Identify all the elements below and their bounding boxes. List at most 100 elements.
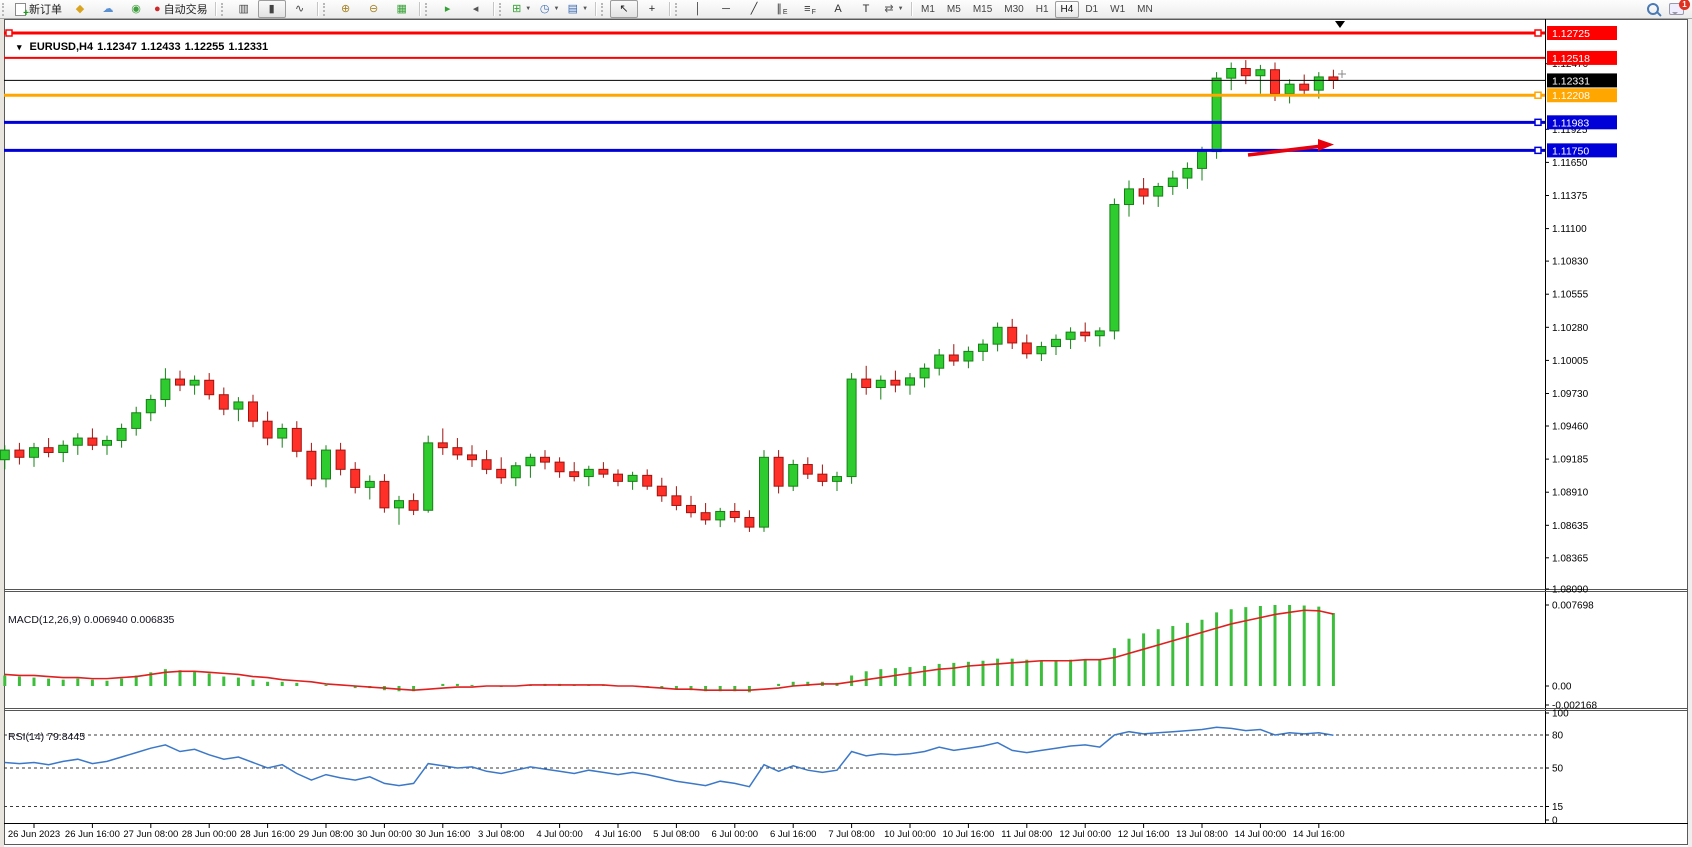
- timeframe-m30[interactable]: M30: [1004, 3, 1024, 15]
- community-button[interactable]: ☁: [94, 0, 122, 18]
- timeframe-d1[interactable]: D1: [1085, 3, 1099, 15]
- crosshair-button[interactable]: +: [638, 0, 666, 18]
- zoom-in-button[interactable]: ⊕: [332, 0, 360, 18]
- candle-down: [729, 510, 740, 518]
- candle-down: [656, 485, 667, 497]
- timeframe-m5[interactable]: M5: [946, 3, 961, 15]
- candle-down: [1270, 69, 1280, 95]
- signals-button[interactable]: ◉: [122, 0, 150, 18]
- price-badge-1.11750: [1547, 143, 1617, 158]
- line-handle[interactable]: [1534, 29, 1542, 37]
- new-order-button[interactable]: 新订单: [11, 0, 66, 19]
- metaeditor-button[interactable]: ◆: [66, 0, 94, 18]
- vertical-line-button[interactable]: │: [684, 0, 712, 18]
- timeframe-h1[interactable]: H1: [1035, 3, 1049, 15]
- macd-indicator-label: MACD(12,26,9) 0.006940 0.006835: [8, 614, 174, 626]
- text-button[interactable]: A: [824, 0, 852, 18]
- timeframe-m1[interactable]: M1: [921, 3, 935, 15]
- trendline-button[interactable]: ╱: [740, 0, 768, 18]
- zoom-out-button[interactable]: ⊖: [360, 0, 388, 18]
- candle-up: [832, 476, 842, 482]
- arrows-button[interactable]: ⇄ ▼: [880, 0, 908, 18]
- candle-up: [1109, 204, 1120, 332]
- trendline-icon: ╱: [750, 3, 758, 15]
- time-label: 5 Jul 08:00: [653, 829, 699, 840]
- fibonacci-button[interactable]: ≡ F: [796, 0, 824, 18]
- timeframe-w1[interactable]: W1: [1110, 3, 1126, 15]
- chart-window[interactable]: 1.124701.119251.116501.113751.111001.108…: [0, 18, 1692, 847]
- toolbar-grip: [424, 2, 431, 16]
- price-chart-svg[interactable]: 1.124701.119251.116501.113751.111001.108…: [0, 18, 1692, 847]
- window-right-edge: [1688, 18, 1692, 847]
- trend-arrow-head: [1318, 139, 1334, 151]
- macd-value: 0.006940: [83, 614, 128, 626]
- toolbar-separator: [669, 2, 671, 16]
- timeframe-m15[interactable]: M15: [972, 3, 993, 15]
- autotrading-button[interactable]: ● 自动交易: [150, 0, 212, 18]
- line-chart-icon: ∿: [295, 3, 305, 15]
- candle-down: [291, 427, 302, 452]
- timeframe-mn[interactable]: MN: [1137, 3, 1153, 15]
- chevron-down-icon[interactable]: ▼: [582, 6, 589, 12]
- templates-button[interactable]: ▤ ▼: [564, 0, 592, 18]
- periods-button[interactable]: ◷ ▼: [536, 0, 564, 18]
- candle-up: [978, 343, 988, 352]
- chevron-down-icon[interactable]: ▼: [525, 6, 532, 12]
- candle-up: [423, 442, 434, 511]
- line-chart-button[interactable]: ∿: [286, 0, 314, 18]
- chart-symbol-period: EURUSD,H4: [29, 41, 94, 53]
- price-tick: 1.08635: [1552, 521, 1589, 532]
- chevron-down-icon[interactable]: ▼: [897, 6, 904, 12]
- candle-up: [992, 326, 1003, 345]
- candle-up: [72, 437, 83, 446]
- autoscroll-button[interactable]: ▸: [434, 0, 462, 18]
- line-handle[interactable]: [1534, 118, 1542, 127]
- candle-down: [1328, 76, 1339, 81]
- price-badge-1.12331: [1547, 73, 1617, 88]
- candle-up: [788, 464, 799, 487]
- ohlc-open: 1.12347: [97, 41, 137, 53]
- candle-up: [1094, 330, 1105, 337]
- candlestick-chart-button[interactable]: ▮: [257, 0, 286, 18]
- line-handle[interactable]: [1534, 91, 1542, 99]
- candle-down: [350, 468, 361, 488]
- trend-arrow-annotation[interactable]: [1247, 144, 1323, 157]
- price-badge-1.11983: [1547, 115, 1617, 130]
- chart-shift-button[interactable]: ◂: [462, 0, 490, 18]
- candle-down: [379, 480, 390, 509]
- timeframe-h4[interactable]: H4: [1054, 0, 1080, 18]
- line-handle[interactable]: [1534, 146, 1542, 155]
- candle-down: [1080, 331, 1091, 337]
- toolbar-grip: [675, 2, 681, 16]
- search-icon[interactable]: [1647, 3, 1659, 15]
- cursor-icon: ↖: [619, 3, 629, 15]
- price-tick: 1.10555: [1552, 290, 1589, 301]
- macd-scale-label: 0.007698: [1552, 601, 1594, 612]
- arrows-icon: ⇄: [884, 3, 894, 15]
- main-toolbar: 新订单◆☁◉●自动交易▥▮∿⊕⊖▦▸◂⊞▼◷▼▤▼↖+│─╱∥E≡FAT⇄▼M1…: [0, 0, 1692, 19]
- indicators-button[interactable]: ⊞ ▼: [508, 0, 536, 18]
- candle-down: [817, 473, 828, 482]
- price-badge-1.12518: [1547, 50, 1617, 65]
- bar-chart-icon: ▥: [238, 3, 249, 15]
- horizontal-line-button[interactable]: ─: [712, 0, 740, 18]
- tile-windows-button[interactable]: ▦: [388, 0, 416, 18]
- candle-down: [861, 378, 872, 388]
- candle-up: [846, 378, 857, 478]
- chat-icon[interactable]: 1: [1669, 0, 1690, 15]
- chevron-down-icon[interactable]: ▼: [553, 6, 560, 12]
- text-label-button[interactable]: T: [852, 0, 880, 18]
- candle-down: [204, 379, 215, 396]
- time-label: 4 Jul 00:00: [536, 829, 582, 840]
- candle-up: [1211, 77, 1222, 153]
- time-label: 27 Jun 08:00: [123, 829, 178, 840]
- candle-down: [1240, 68, 1251, 77]
- cursor-button[interactable]: ↖: [610, 0, 639, 18]
- line-handle[interactable]: [5, 29, 13, 37]
- equidistant-channel-button[interactable]: ∥ E: [768, 0, 796, 18]
- candle-up: [1065, 331, 1076, 340]
- bar-chart-button[interactable]: ▥: [230, 0, 258, 18]
- rsi-line: [4, 726, 1334, 788]
- price-badge-text: 1.12725: [1552, 28, 1590, 40]
- rsi-scale-label: 50: [1552, 764, 1564, 775]
